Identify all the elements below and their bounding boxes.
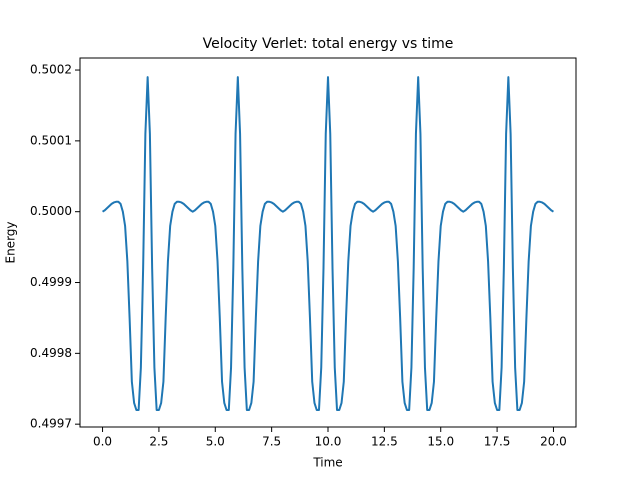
- x-tick-label: 15.0: [427, 435, 454, 449]
- x-tick-label: 10.0: [315, 435, 342, 449]
- y-tick-label: 0.5001: [30, 133, 72, 147]
- x-tick-label: 0.0: [93, 435, 112, 449]
- plot-frame: [79, 57, 577, 428]
- x-tick-label: 17.5: [484, 435, 511, 449]
- chart-title: Velocity Verlet: total energy vs time: [203, 36, 454, 52]
- y-tick-label: 0.4998: [30, 346, 72, 360]
- y-tick-label: 0.5002: [30, 63, 72, 77]
- x-axis-label: Time: [312, 456, 342, 470]
- x-tick-label: 20.0: [540, 435, 567, 449]
- line-series: [102, 76, 554, 411]
- y-tick-label: 0.4997: [30, 417, 72, 431]
- y-axis-label: Energy: [4, 221, 18, 263]
- x-tick-label: 5.0: [206, 435, 225, 449]
- x-tick-label: 7.5: [262, 435, 281, 449]
- x-tick-label: 12.5: [371, 435, 398, 449]
- x-tick-label: 2.5: [149, 435, 168, 449]
- y-tick-label: 0.5000: [30, 204, 72, 218]
- y-tick-label: 0.4999: [30, 275, 72, 289]
